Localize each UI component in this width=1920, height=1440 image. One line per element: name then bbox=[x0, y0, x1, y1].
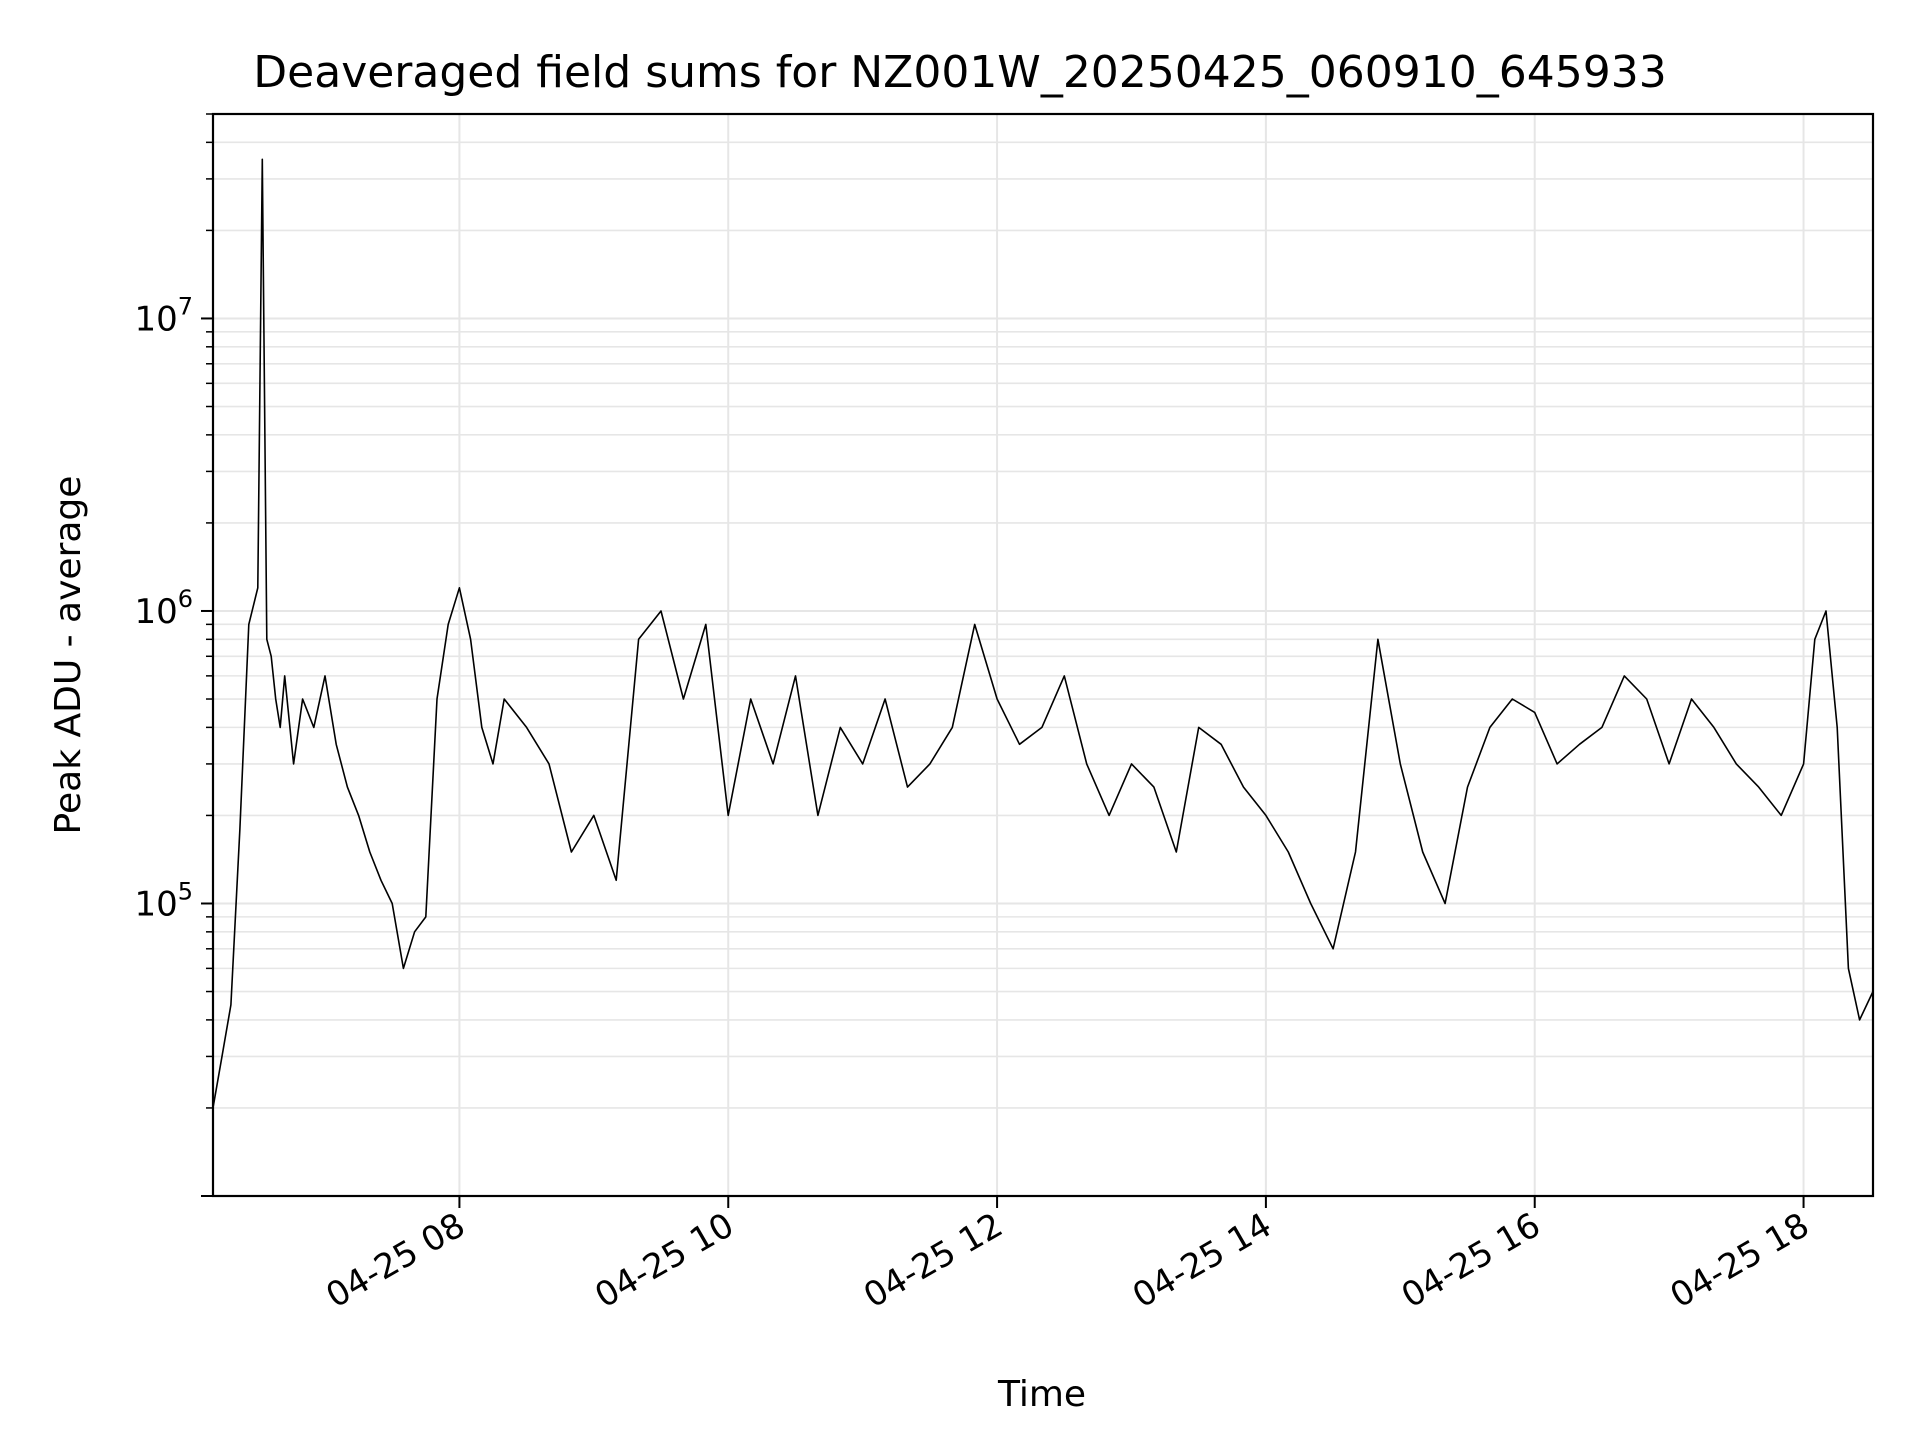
x-axis-label: Time bbox=[997, 1374, 1086, 1415]
y-tick-label: 106 bbox=[134, 585, 193, 632]
y-ticks: 105 106 107 bbox=[134, 113, 213, 1197]
y-tick-label: 105 bbox=[134, 877, 193, 924]
grid bbox=[213, 113, 1873, 1197]
y-tick-label: 107 bbox=[134, 292, 193, 339]
y-axis-label: Peak ADU - average bbox=[48, 476, 89, 835]
series-line bbox=[212, 158, 1874, 1109]
chart-title: Deaveraged field sums for NZ001W_2025042… bbox=[253, 47, 1666, 98]
series-lines bbox=[212, 158, 1874, 1109]
plot-frame bbox=[211, 112, 1875, 1198]
